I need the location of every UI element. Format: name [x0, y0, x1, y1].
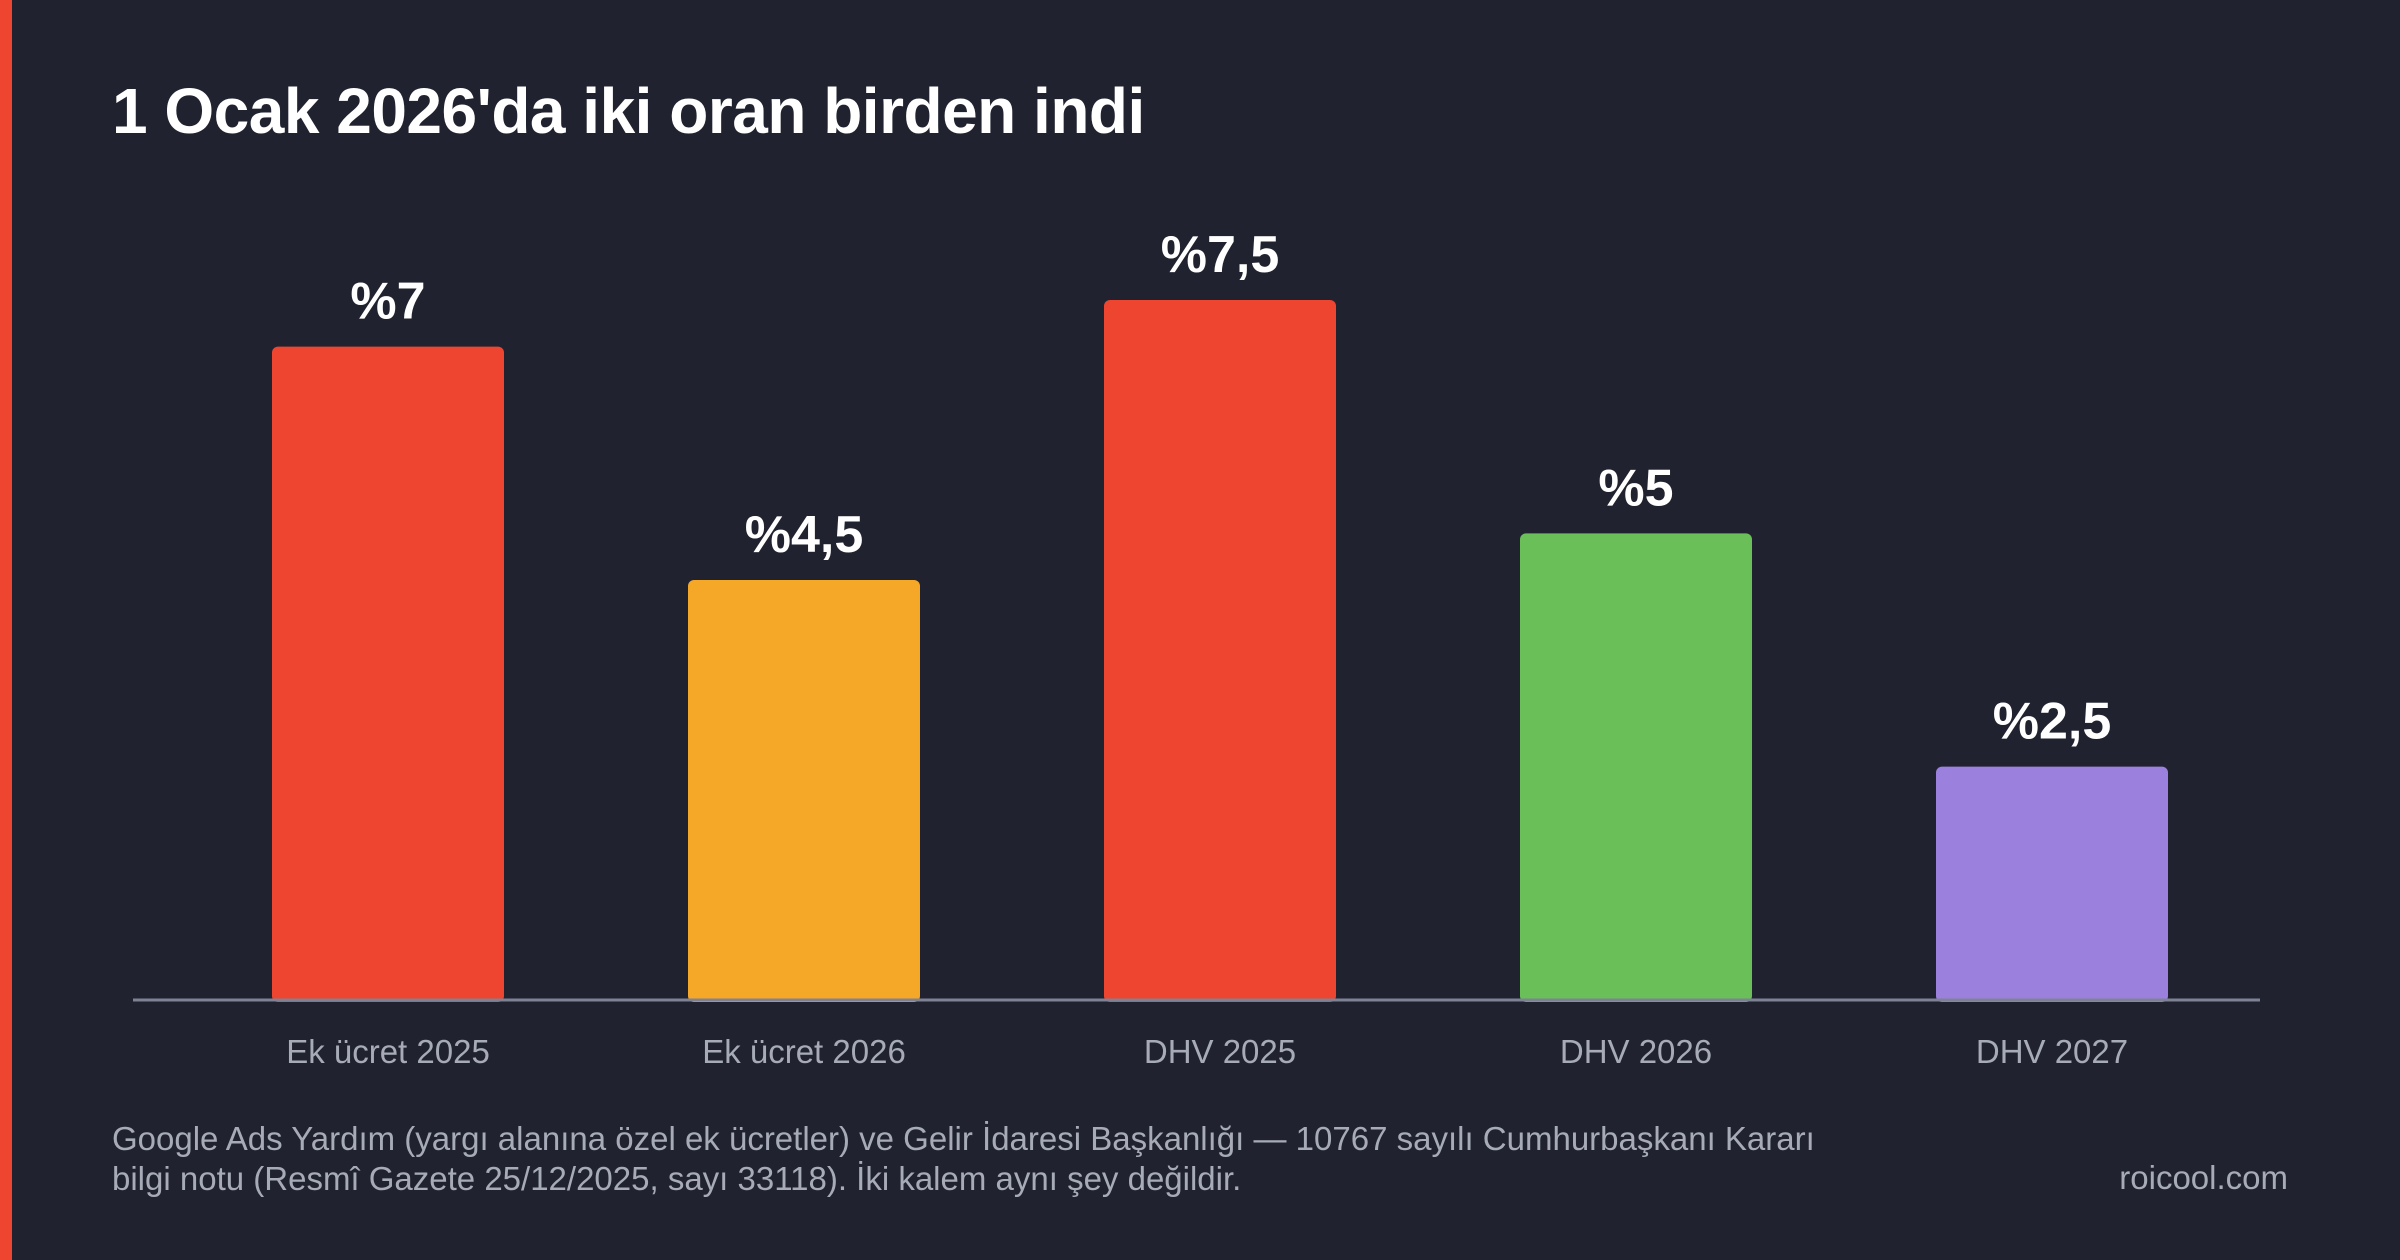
- accent-bar: [0, 0, 12, 1260]
- brand-url: roicool.com: [2119, 1159, 2288, 1196]
- bar-3: [1104, 300, 1336, 1002]
- category-label-2: Ek ücret 2026: [702, 1033, 906, 1070]
- value-label-1: %7: [350, 273, 425, 331]
- value-label-3: %7,5: [1161, 226, 1280, 284]
- source-line-1: Google Ads Yardım (yargı alanına özel ek…: [112, 1120, 1815, 1157]
- category-label-4: DHV 2026: [1560, 1033, 1712, 1070]
- source-note: Google Ads Yardım (yargı alanına özel ek…: [112, 1119, 2012, 1199]
- chart-title: 1 Ocak 2026'da iki oran birden indi: [112, 75, 1145, 147]
- value-label-2: %4,5: [745, 506, 864, 564]
- value-label-4: %5: [1598, 459, 1673, 517]
- source-line-2: bilgi notu (Resmî Gazete 25/12/2025, say…: [112, 1160, 1242, 1197]
- bar-chart: %7 Ek ücret 2025 %4,5 Ek ücret 2026 %7,5 DHV …: [133, 226, 2260, 1070]
- bar-4: [1520, 533, 1752, 1002]
- category-label-1: Ek ücret 2025: [286, 1033, 490, 1070]
- bar-2: [688, 580, 920, 1002]
- bar-5: [1936, 766, 2168, 1002]
- category-label-5: DHV 2027: [1976, 1033, 2128, 1070]
- bar-1: [272, 346, 504, 1003]
- value-label-5: %2,5: [1993, 693, 2112, 751]
- category-label-3: DHV 2025: [1144, 1033, 1296, 1070]
